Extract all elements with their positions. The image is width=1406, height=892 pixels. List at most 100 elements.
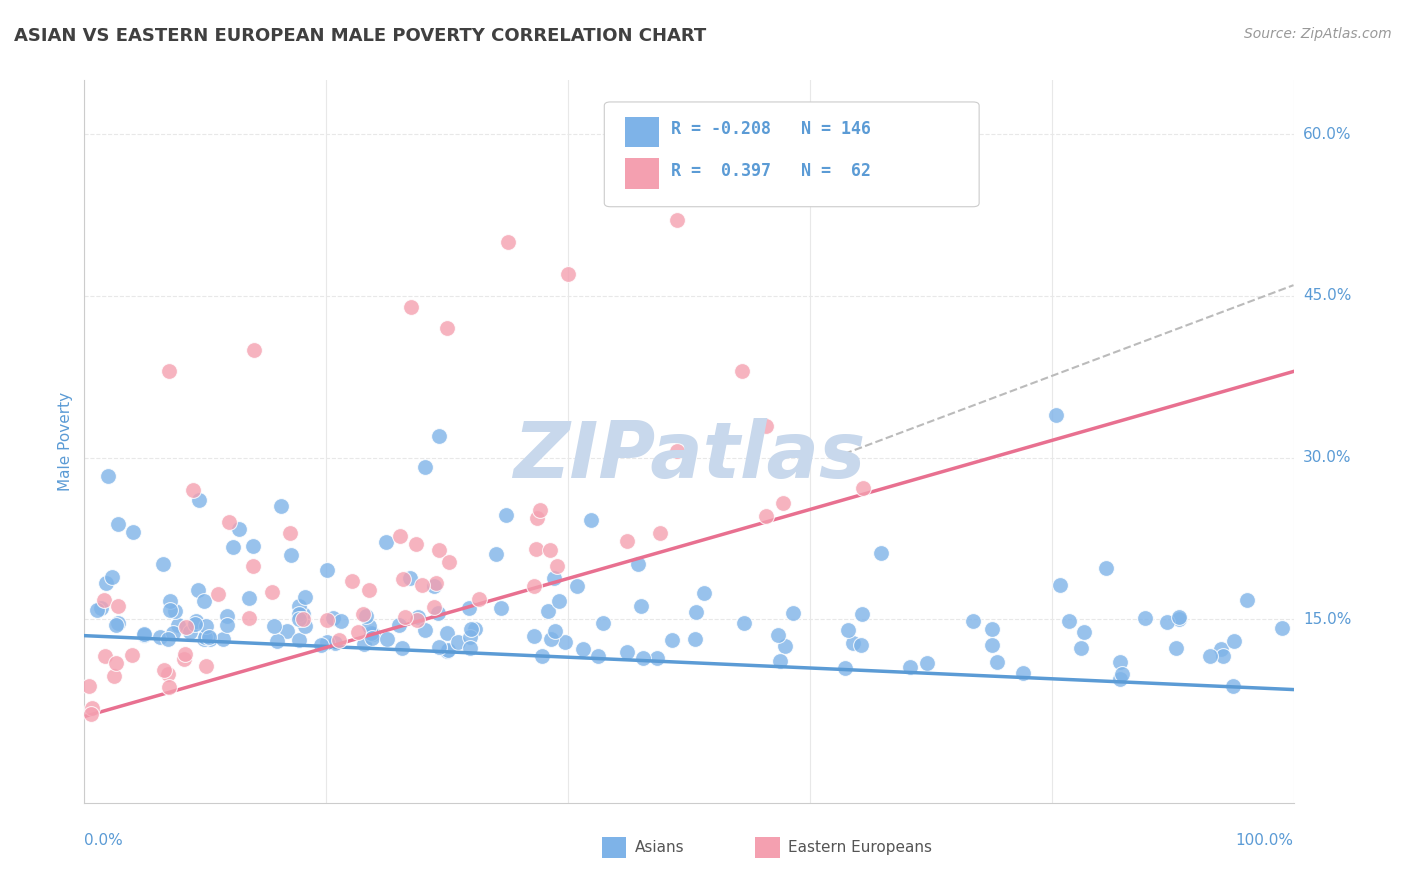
Point — [90, 601, 112, 615]
Point — [436, 644, 458, 658]
Point — [427, 640, 450, 654]
Point — [524, 541, 547, 556]
Point — [685, 632, 707, 647]
Point — [1168, 612, 1191, 626]
Point — [427, 543, 450, 558]
Point — [292, 612, 315, 626]
Text: Source: ZipAtlas.com: Source: ZipAtlas.com — [1244, 27, 1392, 41]
Point — [399, 300, 422, 314]
Point — [1070, 641, 1092, 656]
Point — [316, 563, 339, 577]
Point — [104, 656, 127, 670]
Point — [665, 444, 688, 458]
Point — [288, 607, 311, 621]
Point — [163, 604, 186, 618]
Text: 45.0%: 45.0% — [1303, 288, 1351, 303]
Point — [353, 637, 375, 651]
Point — [616, 645, 638, 659]
Point — [842, 636, 865, 650]
Point — [374, 535, 396, 549]
Point — [485, 547, 508, 561]
Text: 15.0%: 15.0% — [1303, 612, 1351, 627]
Point — [198, 630, 221, 644]
Point — [661, 632, 683, 647]
Point — [357, 619, 380, 633]
Point — [415, 459, 437, 474]
Point — [132, 627, 155, 641]
Point — [288, 633, 311, 648]
Point — [554, 635, 576, 649]
Point — [1012, 666, 1035, 681]
Point — [1236, 593, 1258, 607]
Point — [375, 632, 398, 646]
Point — [495, 508, 517, 522]
Point — [105, 618, 128, 632]
Point — [1156, 615, 1178, 629]
Point — [315, 635, 337, 649]
Point — [1109, 672, 1132, 686]
Point — [134, 628, 156, 642]
Point — [1135, 611, 1157, 625]
Point — [242, 539, 264, 553]
Point — [437, 555, 460, 569]
Point — [460, 622, 482, 636]
Point — [263, 619, 285, 633]
Point — [184, 614, 207, 628]
Point — [627, 557, 650, 571]
Point — [280, 548, 302, 562]
Point — [361, 631, 384, 645]
Point — [766, 628, 789, 642]
Point — [425, 575, 447, 590]
FancyBboxPatch shape — [602, 837, 626, 858]
Point — [179, 625, 201, 640]
Text: Eastern Europeans: Eastern Europeans — [789, 840, 932, 855]
Point — [107, 517, 129, 532]
Point — [238, 591, 260, 605]
Point — [685, 606, 707, 620]
Point — [631, 650, 654, 665]
Point — [834, 661, 856, 675]
Point — [195, 658, 218, 673]
Y-axis label: Male Poverty: Male Poverty — [58, 392, 73, 491]
Point — [316, 613, 339, 627]
Point — [184, 616, 207, 631]
Point — [86, 602, 108, 616]
Point — [294, 619, 316, 633]
Point — [406, 613, 429, 627]
Point — [547, 594, 569, 608]
Point — [731, 364, 754, 378]
Point — [1111, 666, 1133, 681]
Point — [173, 651, 195, 665]
Point — [755, 419, 778, 434]
Point — [436, 321, 458, 335]
Point — [207, 586, 229, 600]
Point — [986, 655, 1008, 669]
Point — [427, 606, 450, 620]
Point — [278, 526, 301, 541]
Point — [157, 632, 180, 646]
Point — [981, 638, 1004, 652]
Point — [1164, 641, 1187, 656]
Point — [1212, 648, 1234, 663]
FancyBboxPatch shape — [755, 837, 780, 858]
Point — [392, 572, 415, 586]
Point — [193, 594, 215, 608]
FancyBboxPatch shape — [605, 102, 979, 207]
Point — [266, 634, 288, 648]
Point — [1211, 642, 1233, 657]
Point — [187, 492, 209, 507]
Point — [361, 626, 384, 640]
Point — [1045, 408, 1067, 422]
Point — [148, 630, 170, 644]
Point — [769, 654, 792, 668]
Point — [347, 625, 370, 640]
Point — [322, 611, 344, 625]
Point — [413, 624, 436, 638]
Point — [195, 619, 218, 633]
Point — [458, 631, 481, 645]
Point — [645, 651, 668, 665]
Point — [107, 599, 129, 613]
Point — [458, 601, 481, 615]
Point — [162, 625, 184, 640]
Point — [665, 213, 688, 227]
